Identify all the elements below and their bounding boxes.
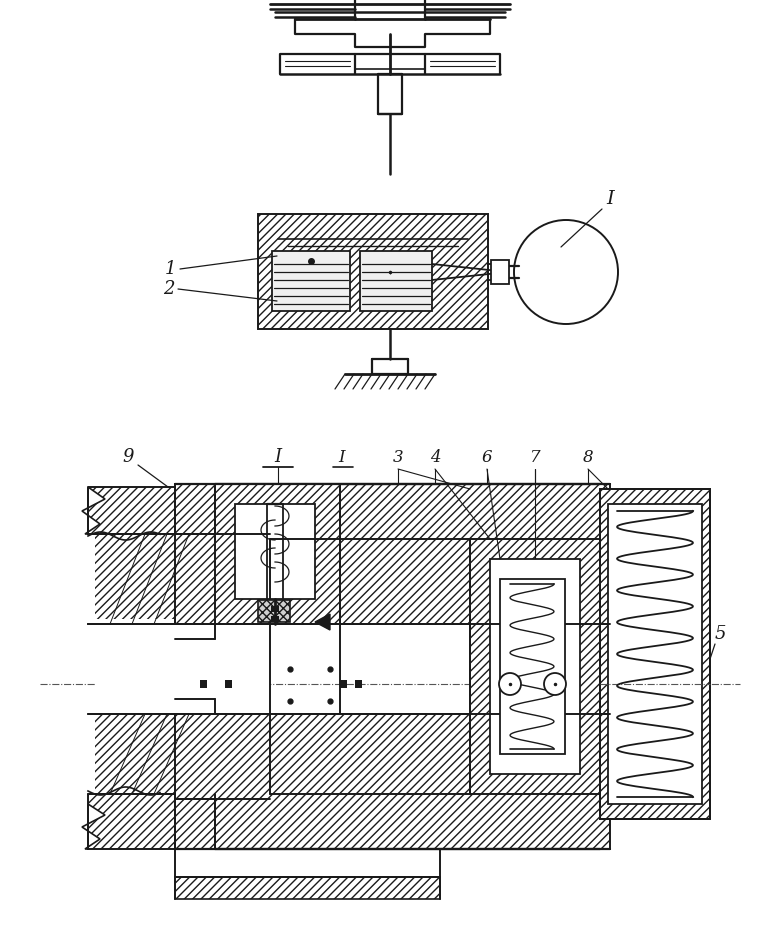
Bar xyxy=(271,606,279,612)
Bar xyxy=(258,600,290,622)
Bar xyxy=(500,579,565,754)
Bar xyxy=(600,489,710,819)
Text: 2: 2 xyxy=(163,280,175,298)
Bar xyxy=(355,680,362,688)
Bar xyxy=(88,794,175,849)
Circle shape xyxy=(514,220,618,324)
Text: 4: 4 xyxy=(430,449,441,466)
Bar xyxy=(95,624,270,714)
Text: 9: 9 xyxy=(122,448,133,466)
Circle shape xyxy=(499,673,521,695)
Bar xyxy=(258,214,488,329)
Bar xyxy=(95,714,270,794)
Text: 1: 1 xyxy=(165,260,176,278)
Text: 7: 7 xyxy=(530,449,541,466)
Bar xyxy=(175,484,610,849)
Text: 6: 6 xyxy=(482,449,492,466)
Bar xyxy=(215,484,340,624)
Text: I: I xyxy=(606,190,614,208)
Text: 8: 8 xyxy=(583,449,594,466)
Bar xyxy=(235,504,315,599)
Bar xyxy=(271,616,279,622)
Bar xyxy=(95,534,270,619)
Text: I: I xyxy=(275,448,282,466)
Bar xyxy=(175,624,470,714)
Polygon shape xyxy=(82,487,105,534)
Circle shape xyxy=(544,673,566,695)
Bar xyxy=(360,251,432,311)
Bar xyxy=(491,260,509,284)
Bar xyxy=(175,877,440,899)
Text: I: I xyxy=(339,449,346,466)
Bar xyxy=(470,539,600,794)
Bar xyxy=(490,559,580,774)
Bar xyxy=(340,680,347,688)
Text: 5: 5 xyxy=(714,625,725,643)
Bar xyxy=(88,487,175,534)
Text: 3: 3 xyxy=(392,449,403,466)
Polygon shape xyxy=(82,804,105,849)
Bar xyxy=(608,504,702,804)
Bar xyxy=(608,504,702,804)
Bar xyxy=(225,680,232,688)
Bar xyxy=(272,251,350,311)
Polygon shape xyxy=(315,614,330,630)
Bar xyxy=(200,680,207,688)
